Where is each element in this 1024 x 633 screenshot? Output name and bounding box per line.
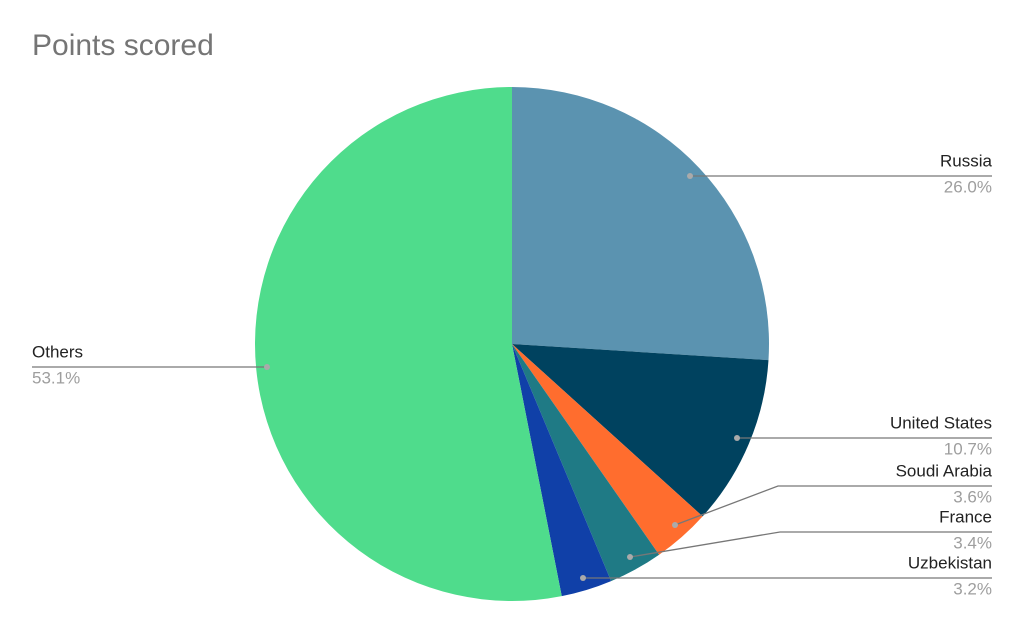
pie-slice [512,87,769,361]
slice-label: Others [32,342,83,361]
slice-label: Soudi Arabia [896,461,993,480]
slice-label: France [939,507,992,526]
pie-slice [512,344,660,582]
leader-line [629,531,992,558]
slice-label: Uzbekistan [908,553,992,572]
pie-slice [512,344,703,555]
pie-slice [512,344,612,597]
slice-label: Russia [940,151,993,170]
slice-value-label: 3.2% [953,579,992,598]
slice-label: United States [890,413,992,432]
slice-value-label: 3.6% [953,487,992,506]
slice-value-label: 3.4% [953,533,992,552]
slice-value-label: 53.1% [32,368,80,387]
leader-dot [734,435,740,441]
slice-value-label: 26.0% [944,177,992,196]
leader-dot [580,575,586,581]
pie-slice [254,87,562,602]
chart-title: Points scored [32,29,214,62]
leader-line [674,485,992,526]
leader-dot [264,364,270,370]
leader-dot [687,173,693,179]
leader-dot [672,522,678,528]
leader-dot [627,554,633,560]
slice-value-label: 10.7% [944,439,992,458]
pie-slice [512,344,769,517]
